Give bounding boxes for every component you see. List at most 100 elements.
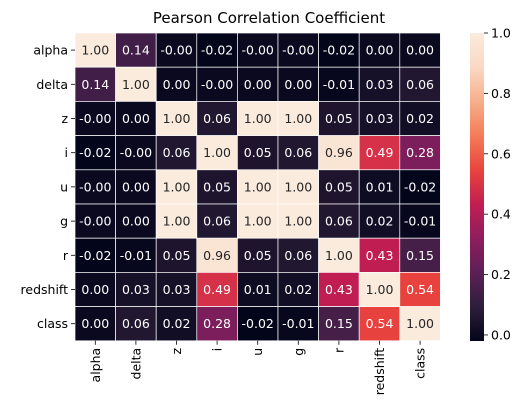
- heatmap-cell: [399, 272, 441, 307]
- heatmap-cell: [115, 135, 157, 171]
- cell-value-label: 0.00: [284, 77, 312, 92]
- heatmap-cell: [74, 169, 116, 205]
- heatmap-cell: [74, 306, 116, 342]
- heatmap-cell: [196, 272, 238, 307]
- heatmap-cell: [74, 101, 116, 136]
- cell-value-label: 0.06: [163, 145, 191, 160]
- cell-value-label: 1.00: [284, 179, 312, 194]
- colorbar-tick-label: 0.0: [491, 327, 511, 342]
- x-tick-label: r: [331, 347, 346, 353]
- cell-value-label: 0.06: [325, 214, 353, 229]
- cell-value-label: 0.06: [203, 111, 231, 126]
- cell-value-label: 0.96: [203, 248, 231, 263]
- heatmap-cell: [74, 237, 116, 273]
- chart-title: Pearson Correlation Coefficient: [153, 9, 385, 27]
- cell-value-label: 1.00: [244, 111, 272, 126]
- heatmap-cell: [196, 169, 238, 205]
- x-tick-label: i: [210, 348, 225, 351]
- heatmap-cell: [196, 101, 238, 136]
- y-tick-label: i: [65, 145, 68, 160]
- cell-value-label: -0.02: [201, 43, 233, 58]
- heatmap-cell: [237, 203, 279, 239]
- heatmap-cell: [155, 272, 198, 307]
- y-tick-label: redshift: [21, 282, 69, 297]
- cell-value-label: -0.01: [323, 77, 355, 92]
- y-tick-labels: alpha delta z i u g r redshift class: [21, 43, 75, 331]
- heatmap-cell: [318, 306, 360, 342]
- cell-value-label: 0.03: [366, 77, 394, 92]
- heatmap-cell: [155, 32, 198, 68]
- cell-value-label: 0.00: [122, 179, 150, 194]
- cell-value-label: 0.00: [81, 282, 109, 297]
- heatmap-cell: [399, 306, 441, 342]
- heatmap-cell: [196, 203, 238, 239]
- heatmap-cell: [318, 272, 360, 307]
- cell-value-label: -0.00: [242, 43, 274, 58]
- heatmap-cell: [399, 66, 441, 102]
- cell-value-label: -0.02: [79, 248, 111, 263]
- cell-value-label: 0.03: [163, 282, 191, 297]
- cell-value-label: 0.02: [284, 282, 312, 297]
- x-tick-label: redshift: [372, 348, 387, 396]
- heatmap-cell: [237, 306, 279, 342]
- cell-value-label: 0.54: [366, 316, 394, 331]
- cell-value-label: 1.00: [163, 111, 191, 126]
- cell-value-label: 0.05: [203, 179, 231, 194]
- heatmap-cell: [277, 306, 319, 342]
- cell-value-label: 0.43: [366, 248, 394, 263]
- heatmap-cell: [318, 169, 360, 205]
- heatmap-cell: [74, 32, 116, 68]
- cell-value-label: -0.00: [79, 111, 111, 126]
- heatmap-cell: [399, 203, 441, 239]
- heatmap-cell: [115, 237, 157, 273]
- cell-value-label: 1.00: [163, 179, 191, 194]
- heatmap-cell: [277, 203, 319, 239]
- x-tick-label: delta: [128, 348, 143, 380]
- cell-value-label: -0.00: [79, 179, 111, 194]
- cell-value-label: 0.49: [366, 145, 394, 160]
- heatmap-cell: [237, 101, 279, 136]
- heatmap-cell: [399, 135, 441, 171]
- x-tick-label: u: [250, 348, 265, 356]
- cell-value-label: 0.03: [366, 111, 394, 126]
- y-tick-label: r: [63, 248, 69, 263]
- cell-value-label: 0.00: [244, 77, 272, 92]
- cell-value-label: 0.03: [122, 282, 150, 297]
- cell-value-label: 0.05: [244, 248, 272, 263]
- cell-value-label: 0.06: [284, 145, 312, 160]
- x-tick-label: z: [169, 347, 184, 354]
- cell-value-label: -0.00: [160, 43, 192, 58]
- cell-value-label: 0.00: [122, 214, 150, 229]
- heatmap-cell: [358, 66, 401, 102]
- cell-value-label: 0.43: [325, 282, 353, 297]
- cell-value-label: 0.00: [406, 43, 434, 58]
- cell-value-label: 0.02: [163, 316, 191, 331]
- x-tick-label: class: [413, 348, 428, 379]
- heatmap-cell: [196, 306, 238, 342]
- y-tick-label: u: [60, 179, 68, 194]
- heatmap-cell: [74, 66, 116, 102]
- x-tick-label: g: [291, 348, 306, 356]
- heatmap-cell: [277, 272, 319, 307]
- cell-value-label: 0.05: [325, 179, 353, 194]
- cell-value-label: 0.06: [203, 214, 231, 229]
- cell-value-label: 1.00: [203, 145, 231, 160]
- cell-value-label: -0.01: [120, 248, 152, 263]
- cell-value-label: 1.00: [244, 179, 272, 194]
- heatmap-cell: [115, 32, 157, 68]
- heatmap-cell: [277, 32, 319, 68]
- cell-value-label: -0.00: [282, 43, 314, 58]
- heatmap-cell: [155, 306, 198, 342]
- colorbar: 0.0 0.2 0.4 0.6 0.8 1.0: [470, 26, 511, 342]
- cell-value-label: 1.00: [284, 111, 312, 126]
- y-tick-label: g: [60, 214, 68, 229]
- heatmap-cell: [358, 203, 401, 239]
- heatmap-cell: [115, 203, 157, 239]
- x-tick-labels: alpha delta z i u g r redshift class: [88, 340, 428, 396]
- colorbar-tick-label: 0.6: [491, 146, 511, 161]
- heatmap-cells: 1.00 0.14 -0.00 -0.02 -0.00 -0.00 -0.02 0.00 0.0…: [74, 32, 441, 342]
- heatmap-cell: [155, 203, 198, 239]
- x-tick-label: alpha: [88, 348, 103, 383]
- cell-value-label: 1.00: [366, 282, 394, 297]
